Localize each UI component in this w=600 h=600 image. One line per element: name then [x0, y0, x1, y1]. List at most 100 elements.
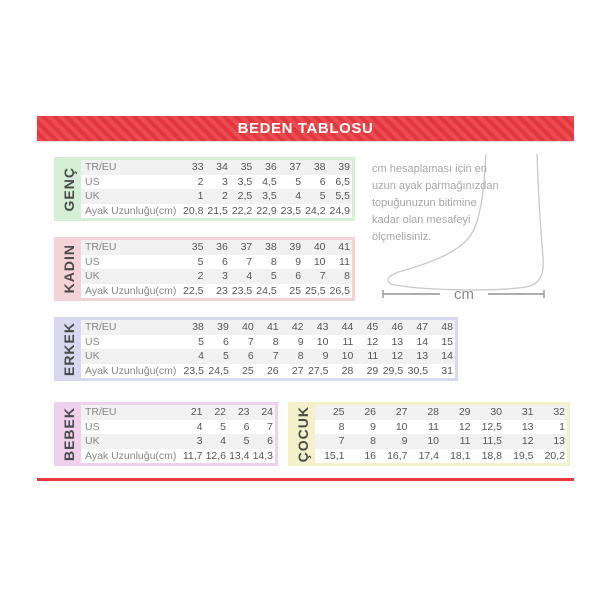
size-cell: 16,7 [387, 449, 408, 462]
size-row: US 2 3 3,5 4,5 5 6 6,5 [81, 174, 352, 189]
size-cell: 28 [427, 406, 439, 418]
size-cell: 2 [197, 270, 204, 282]
size-table-cocuk: ÇOCUK 25 26 27 28 29 30 31 32 8 9 10 11 12 12,5 13 1 7 8 9… [288, 402, 570, 466]
size-cell: 25 [332, 406, 345, 418]
size-cell: 11 [428, 420, 439, 433]
size-cell: 23,5 [231, 284, 253, 297]
size-row: Ayak Uzunluğu(cm) 20,8 21,5 22,2 22,9 23,5 24,… [81, 203, 352, 218]
row-label: UK [85, 270, 100, 282]
foot-outline-icon: cm [382, 153, 545, 303]
size-table: 25 26 27 28 29 30 31 32 8 9 10 11 12 12,5 13 1 7 8 9 10 11 11… [315, 405, 567, 463]
size-row: TR/EU 21 22 23 24 [81, 405, 275, 420]
size-cell: 31 [441, 364, 453, 377]
size-cell: 11 [339, 255, 350, 268]
section-label: BEBEK [61, 406, 77, 461]
size-table-genc: GENÇ TR/EU 33 34 35 36 37 38 39 US 2 3 3,5 4,5 5 6 6,5 U… [54, 157, 355, 221]
size-cell: 25 [289, 284, 302, 297]
foot-outline-figure: cm [378, 147, 550, 303]
size-cell: 10 [395, 420, 408, 433]
size-cell: 45 [366, 321, 379, 333]
size-cell: 29 [366, 364, 379, 377]
size-cell: 36 [216, 241, 228, 253]
size-cell: 4 [295, 190, 302, 202]
size-cell: 23,5 [183, 364, 204, 377]
size-cell: 5 [295, 175, 302, 188]
size-cell: 38 [313, 161, 326, 173]
size-cell: 11,7 [182, 449, 203, 462]
size-cell: 34 [216, 161, 228, 173]
size-cell: 6 [319, 175, 326, 188]
size-cell: 6 [295, 270, 302, 282]
size-cell: 8 [297, 350, 304, 362]
size-row: Ayak Uzunluğu(cm) 22,5 23 23,5 24,5 25 25,5 26,… [81, 283, 352, 298]
size-cell: 12,6 [205, 449, 226, 462]
row-label: US [85, 420, 100, 433]
size-table-bebek: BEBEK TR/EU 21 22 23 24 US 4 5 6 7 UK 3 4 5 6 Ayak Uzun… [54, 402, 278, 466]
row-label: US [85, 255, 100, 268]
size-cell: 22,9 [256, 204, 277, 217]
row-label: TR/EU [85, 161, 117, 173]
size-cell: 39 [289, 241, 302, 253]
size-row: 7 8 9 10 11 11,5 12 13 [315, 434, 567, 449]
size-cell: 39 [338, 161, 350, 173]
size-cell: 5 [243, 435, 250, 447]
size-cell: 20,8 [182, 204, 204, 217]
size-cell: 2,5 [237, 190, 253, 202]
size-cell: 2 [197, 175, 204, 188]
size-cell: 13 [416, 350, 429, 362]
size-cell: 11 [342, 335, 354, 348]
row-label: TR/EU [85, 241, 117, 253]
row-label: Ayak Uzunluğu(cm) [85, 449, 177, 462]
size-cell: 12,5 [481, 420, 502, 433]
size-cell: 4,5 [262, 175, 277, 188]
size-cell: 10 [316, 335, 329, 348]
size-cell: 5 [319, 190, 326, 202]
size-cell: 21 [190, 406, 203, 418]
size-cell: 29 [458, 406, 471, 418]
size-cell: 10 [427, 435, 439, 447]
section-label: ÇOCUK [295, 405, 311, 463]
size-row: Ayak Uzunluğu(cm) 23,5 24,5 25 26 27 27,5 28 29 2… [81, 363, 455, 378]
size-row: TR/EU 38 39 40 41 42 43 44 45 46 47 48 [81, 320, 455, 335]
size-row: UK 2 3 4 5 6 7 8 [81, 269, 352, 284]
size-cell: 14 [441, 350, 453, 362]
size-cell: 8 [272, 335, 279, 348]
size-cell: 9 [401, 435, 408, 447]
size-cell: 17,4 [418, 449, 439, 462]
size-table: TR/EU 21 22 23 24 US 4 5 6 7 UK 3 4 5 6 Ayak Uzunluğu(c… [81, 405, 275, 463]
size-cell: 3 [196, 435, 203, 447]
size-cell: 3 [222, 175, 228, 188]
size-row: TR/EU 33 34 35 36 37 38 39 [81, 160, 352, 175]
size-cell: 5,5 [335, 190, 350, 202]
size-row: US 5 6 7 8 9 10 11 [81, 254, 352, 269]
section-label: KADIN [61, 244, 77, 294]
row-label: US [85, 335, 100, 348]
size-cell: 24,5 [208, 364, 229, 377]
size-cell: 35 [191, 241, 204, 253]
size-cell: 41 [266, 321, 279, 333]
size-cell: 3 [222, 270, 228, 282]
size-cell: 41 [338, 241, 350, 253]
size-cell: 4 [220, 435, 226, 447]
header-bar: BEDEN TABLOSU [37, 116, 574, 141]
footer-rule [37, 478, 574, 481]
size-cell: 8 [338, 420, 345, 433]
size-cell: 11,5 [482, 435, 502, 447]
row-label: UK [85, 435, 100, 447]
size-cell: 15,1 [324, 449, 345, 462]
row-label: US [85, 175, 100, 188]
size-cell: 5 [198, 335, 204, 348]
size-row: Ayak Uzunluğu(cm) 11,7 12,6 13,4 14,3 [81, 448, 275, 463]
size-row: 25 26 27 28 29 30 31 32 [315, 405, 567, 420]
size-cell: 22 [214, 406, 226, 418]
size-table-kadin: KADIN TR/EU 35 36 37 38 39 40 41 US 5 6 7 8 9 10 11 UK 2 3… [54, 237, 355, 301]
size-cell: 43 [316, 321, 329, 333]
size-cell: 8 [270, 255, 277, 268]
size-cell: 20,2 [544, 449, 565, 462]
size-cell: 7 [338, 435, 345, 447]
size-cell: 14 [416, 335, 429, 348]
size-cell: 27 [291, 364, 304, 377]
size-cell: 6 [247, 350, 254, 362]
size-cell: 26 [266, 364, 279, 377]
size-cell: 4 [246, 270, 253, 282]
